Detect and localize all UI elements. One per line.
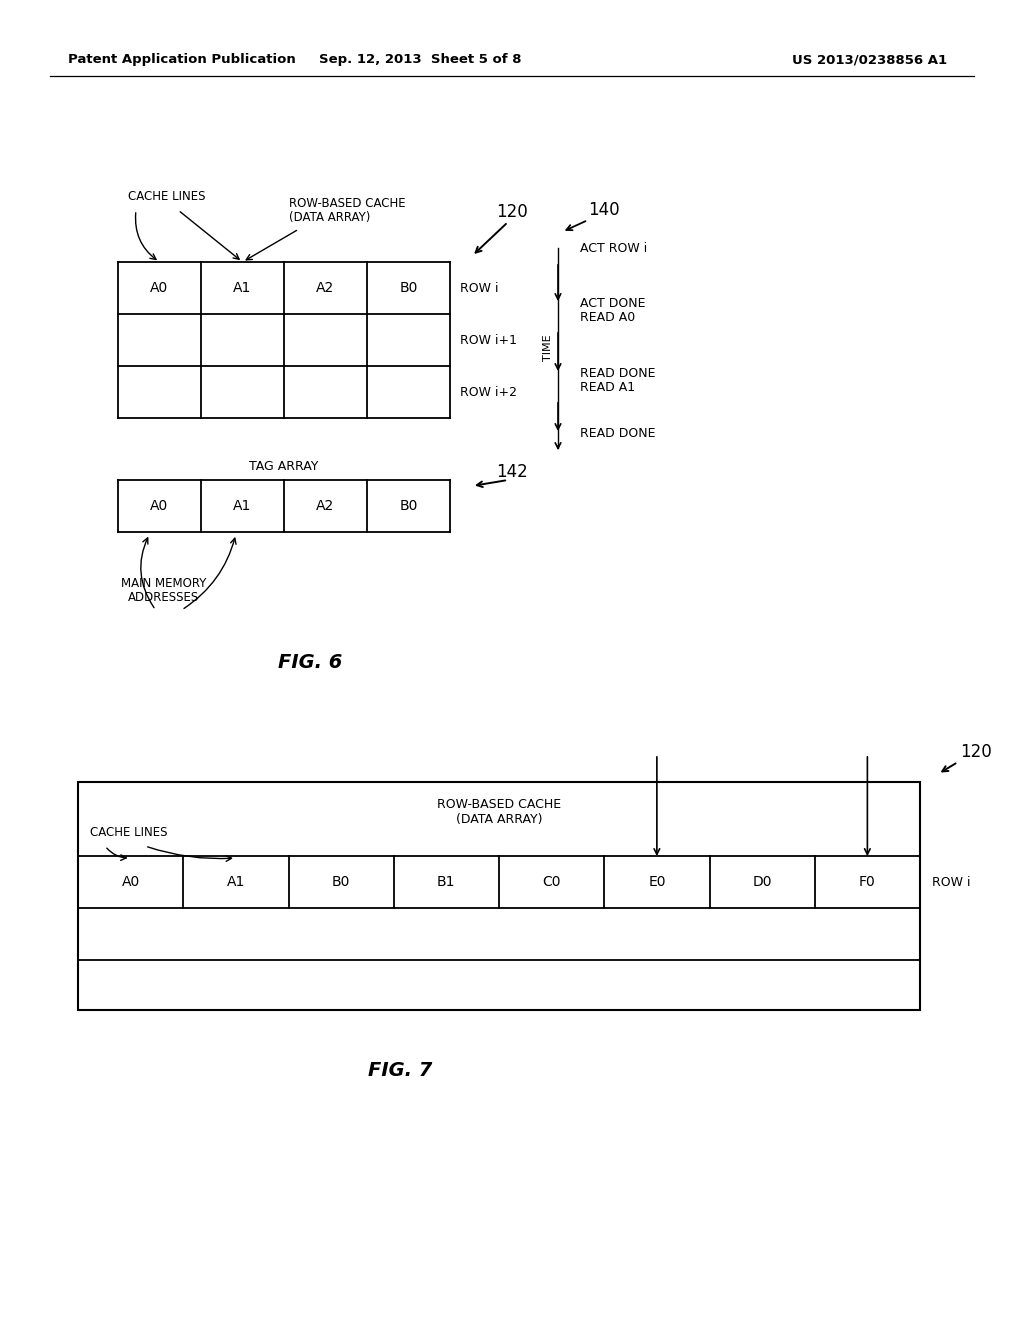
Bar — [78, 781, 920, 1010]
Text: TIME: TIME — [543, 335, 553, 362]
Text: A0: A0 — [122, 875, 139, 888]
Text: B0: B0 — [399, 499, 418, 513]
Text: READ A1: READ A1 — [580, 381, 635, 393]
Text: A0: A0 — [151, 499, 169, 513]
Text: A2: A2 — [316, 499, 335, 513]
Text: READ DONE: READ DONE — [580, 367, 655, 380]
Text: FIG. 7: FIG. 7 — [368, 1060, 432, 1080]
Text: 140: 140 — [588, 201, 620, 219]
Text: ROW i: ROW i — [932, 875, 971, 888]
Text: FIG. 6: FIG. 6 — [278, 652, 342, 672]
Text: US 2013/0238856 A1: US 2013/0238856 A1 — [793, 54, 947, 66]
Text: TAG ARRAY: TAG ARRAY — [249, 459, 318, 473]
Text: ROW i+1: ROW i+1 — [460, 334, 517, 346]
Text: B1: B1 — [437, 875, 456, 888]
Text: A0: A0 — [151, 281, 169, 294]
Text: READ DONE: READ DONE — [580, 426, 655, 440]
Text: CACHE LINES: CACHE LINES — [90, 825, 168, 838]
Text: B0: B0 — [399, 281, 418, 294]
Text: Sep. 12, 2013  Sheet 5 of 8: Sep. 12, 2013 Sheet 5 of 8 — [318, 54, 521, 66]
Text: C0: C0 — [543, 875, 561, 888]
Text: ROW-BASED CACHE: ROW-BASED CACHE — [289, 197, 406, 210]
Text: 142: 142 — [496, 463, 528, 480]
Text: READ A0: READ A0 — [580, 312, 635, 323]
Text: A2: A2 — [316, 281, 335, 294]
Text: ADDRESSES: ADDRESSES — [128, 591, 200, 605]
Text: A1: A1 — [233, 281, 252, 294]
Text: 120: 120 — [961, 743, 992, 762]
Text: A1: A1 — [226, 875, 245, 888]
Text: 120: 120 — [496, 203, 528, 220]
Text: D0: D0 — [753, 875, 772, 888]
Text: E0: E0 — [648, 875, 666, 888]
Text: B0: B0 — [332, 875, 350, 888]
Text: (DATA ARRAY): (DATA ARRAY) — [289, 211, 371, 224]
Text: A1: A1 — [233, 499, 252, 513]
Text: ROW i+2: ROW i+2 — [460, 385, 517, 399]
Text: MAIN MEMORY: MAIN MEMORY — [121, 577, 207, 590]
Text: Patent Application Publication: Patent Application Publication — [68, 54, 296, 66]
Text: ROW i: ROW i — [460, 281, 499, 294]
Text: CACHE LINES: CACHE LINES — [128, 190, 206, 202]
Text: ACT ROW i: ACT ROW i — [580, 242, 647, 255]
Text: ACT DONE: ACT DONE — [580, 297, 645, 310]
Text: ROW-BASED CACHE: ROW-BASED CACHE — [437, 797, 561, 810]
Text: F0: F0 — [859, 875, 876, 888]
Text: (DATA ARRAY): (DATA ARRAY) — [456, 813, 543, 826]
